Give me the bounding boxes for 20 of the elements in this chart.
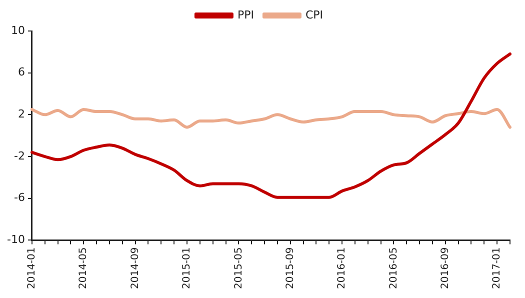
line-series: [30, 52, 512, 199]
x-tick-label: 2016-01: [336, 247, 348, 290]
y-tick-label: -10: [7, 233, 25, 246]
legend-label: CPI: [305, 8, 324, 22]
x-tick-label: 2015-01: [182, 247, 193, 290]
x-tick-label: 2016-05: [388, 247, 400, 290]
x-tick-label: 2017-01: [492, 247, 503, 290]
y-tick-label: 10: [10, 24, 25, 37]
x-tick-label: 2016-09: [440, 247, 451, 290]
x-tick-label: 2015-05: [233, 247, 244, 290]
x-tick-label: 2014-09: [130, 247, 141, 290]
y-tick-label: 6: [18, 66, 25, 79]
line-series: [30, 108, 512, 129]
legend-label: PPI: [237, 8, 254, 22]
y-tick-label: -6: [14, 191, 25, 204]
x-tick-label: 2015-09: [284, 247, 296, 290]
y-tick-label: -2: [14, 149, 25, 162]
y-tick-label: 2: [18, 108, 25, 121]
x-tick-label: 2014-05: [78, 247, 90, 290]
x-tick-label: 2014-01: [26, 247, 38, 290]
